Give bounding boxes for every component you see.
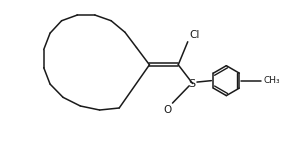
Text: CH₃: CH₃ bbox=[263, 76, 280, 85]
Text: S: S bbox=[189, 79, 196, 89]
Text: Cl: Cl bbox=[189, 30, 200, 40]
Text: O: O bbox=[163, 105, 171, 115]
